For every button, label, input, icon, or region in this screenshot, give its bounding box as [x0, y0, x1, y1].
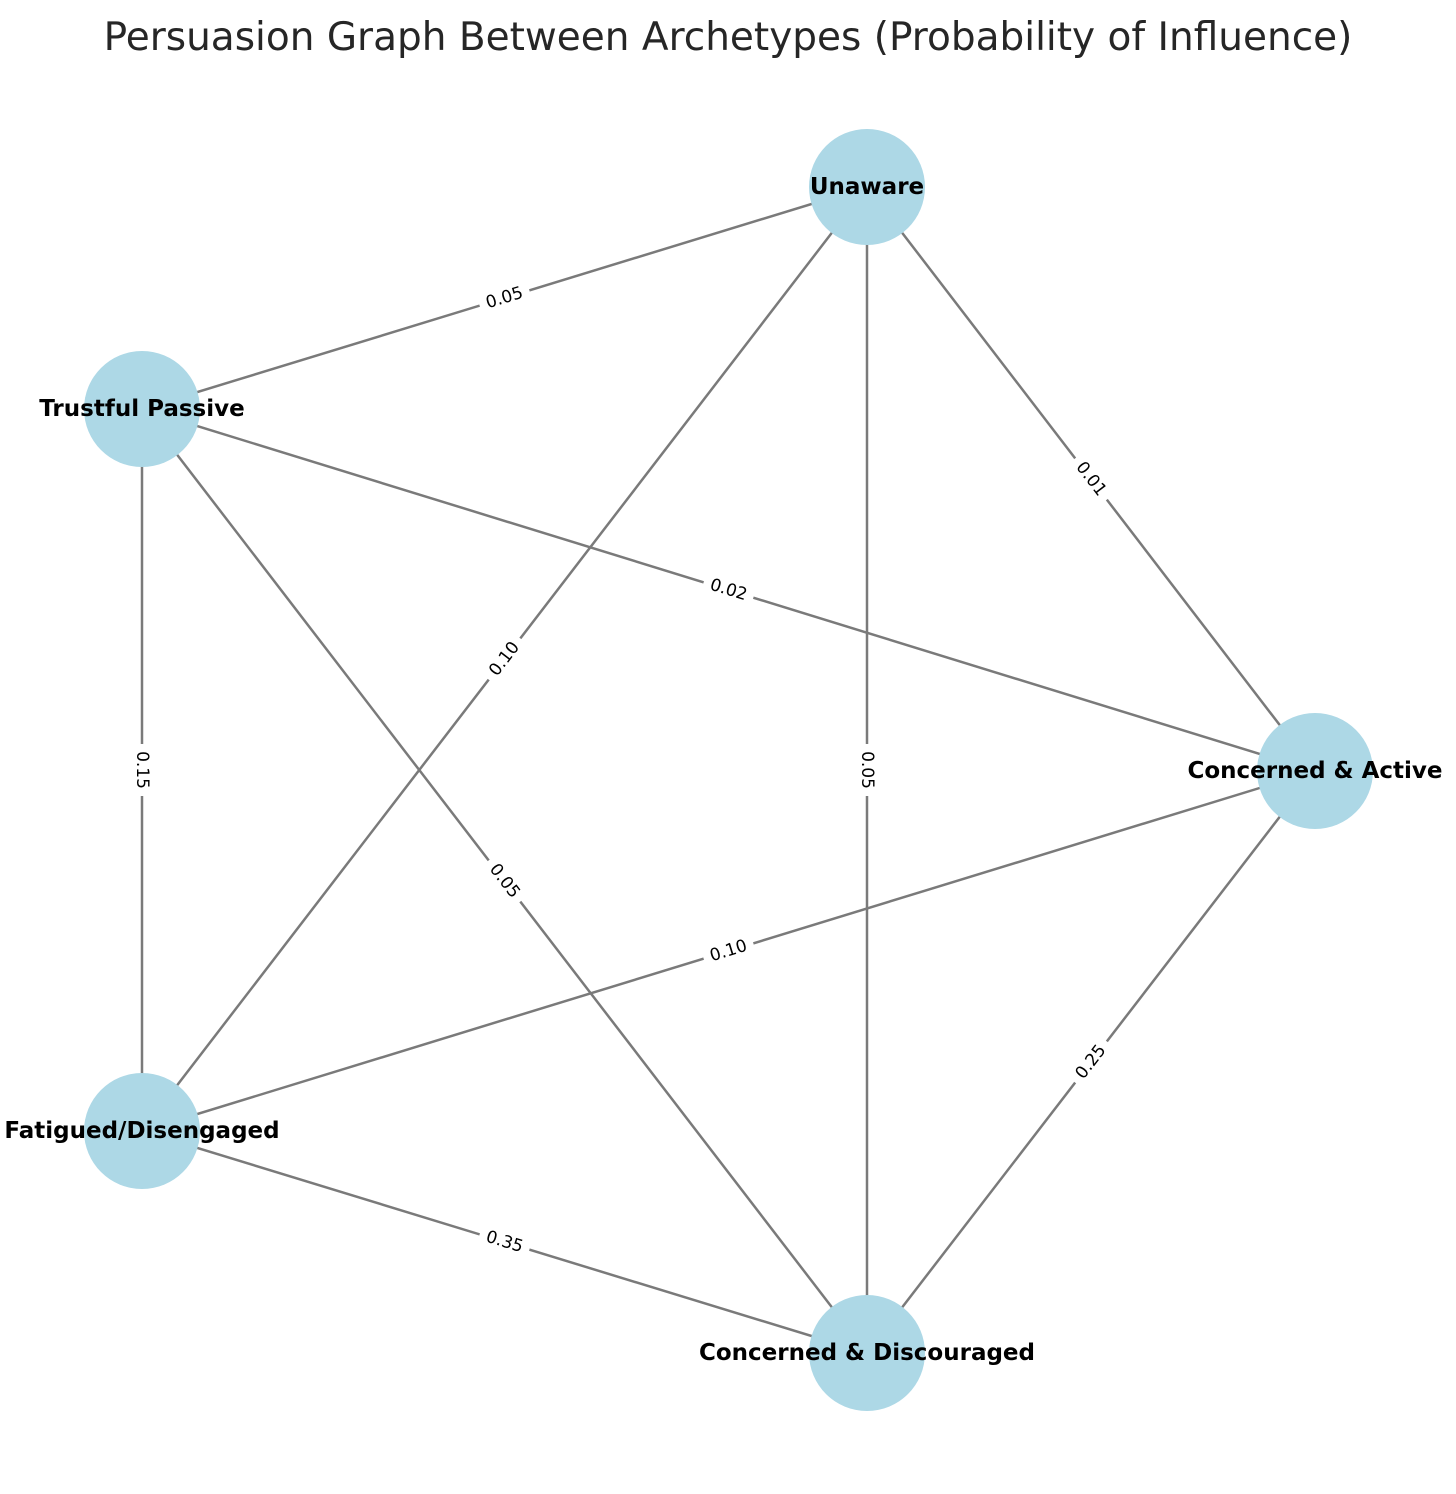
edge-label-background — [855, 744, 879, 796]
edge-label-background — [1065, 451, 1117, 507]
edge-label-background — [479, 853, 530, 909]
edge-label-group: 0.05 — [855, 744, 879, 796]
node-label-trustful: Trustful Passive — [39, 396, 244, 422]
node-label-active: Concerned & Active — [1187, 758, 1442, 784]
edge-label-group: 0.35 — [476, 1222, 533, 1262]
edge-weight-label: 0.15 — [132, 751, 152, 789]
edges-layer: 0.05 0.01 0.10 0.05 0.02 0.15 0.05 0.10 0.25 0.35 — [130, 185, 1316, 1355]
node-active — [1257, 713, 1373, 829]
edge-label-background — [476, 1222, 533, 1262]
node-discouraged — [809, 1295, 925, 1411]
edge-label-background — [130, 744, 154, 796]
edge-label-group: 0.10 — [700, 931, 757, 971]
edge-label-background — [700, 570, 757, 610]
nodes-layer: Unaware Trustful Passive Concerned & Activ… — [4, 129, 1443, 1411]
node-label-discouraged: Concerned & Discouraged — [699, 1340, 1035, 1366]
edge-label-group: 0.10 — [479, 631, 530, 687]
node-label-unaware: Unaware — [810, 174, 924, 200]
edge-label-background — [476, 278, 533, 318]
edge-label-background — [1065, 1034, 1117, 1090]
edge-label-group: 0.02 — [700, 570, 757, 610]
node-trustful — [84, 351, 200, 467]
edge-label-group: 0.25 — [1065, 1034, 1117, 1090]
node-unaware — [809, 129, 925, 245]
node-fatigued — [84, 1073, 200, 1189]
edge-label-group: 0.01 — [1065, 451, 1117, 507]
edge-label-group: 0.05 — [476, 278, 533, 318]
edge-label-group: 0.15 — [130, 744, 154, 796]
edge-label-background — [479, 631, 530, 687]
edge-label-group: 0.05 — [479, 853, 530, 909]
edge-weight-label: 0.05 — [857, 751, 877, 789]
node-label-fatigued: Fatigued/Disengaged — [4, 1118, 279, 1144]
graph-title: Persuasion Graph Between Archetypes (Pro… — [104, 15, 1353, 60]
edge-label-background — [700, 931, 757, 971]
